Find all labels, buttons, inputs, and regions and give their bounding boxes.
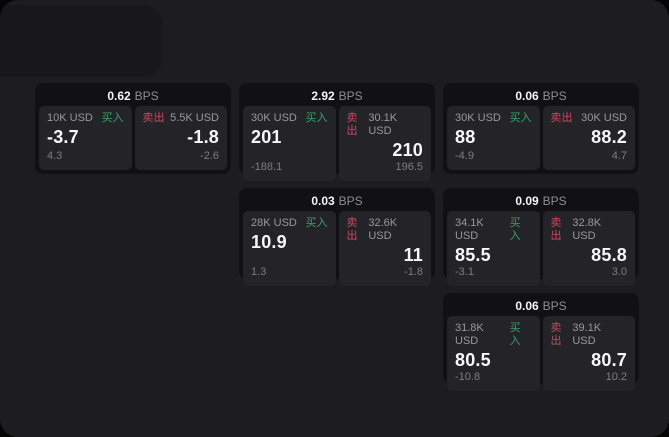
quote-card-grid: 0.62 BPS 10K USD 买入 -3.7 4.3 卖出 5.5K USD [35,83,639,391]
sell-label: 卖出 [550,322,562,347]
bps-value: 2.92 [311,89,335,103]
buy-change-value: -4.9 [455,150,474,162]
bps-unit-label: BPS [542,194,567,208]
buy-label: 买入 [101,112,124,124]
notional-amount: 39.1K USD [572,322,602,347]
bps-unit-label: BPS [134,89,159,103]
quote-card-2: 2.92 BPS 30K USD 买入 201 -188.1 卖出 30.1K … [239,83,435,181]
sell-price-value: 11 [403,245,423,265]
buy-panel[interactable]: 10K USD 买入 -3.7 4.3 [39,106,132,170]
sell-label: 卖出 [550,217,562,242]
top-left-panel [0,5,162,77]
notional-amount: 10K USD [47,112,93,124]
bps-header: 0.06 BPS [447,87,635,105]
bps-header: 0.03 BPS [243,192,431,210]
buy-label: 买入 [509,112,532,124]
notional-amount: 28K USD [251,217,297,229]
sell-panel[interactable]: 卖出 32.6K USD 11 -1.8 [338,211,431,286]
buy-change-value: -3.1 [455,266,474,278]
bps-value: 0.09 [515,194,539,208]
notional-amount: 5.5K USD [170,112,219,124]
sell-panel[interactable]: 卖出 32.8K USD 85.8 3.0 [542,211,635,286]
bps-value: 0.62 [107,89,131,103]
sell-price-value: 85.8 [591,245,627,265]
notional-amount: 32.8K USD [572,217,602,242]
bps-header: 0.62 BPS [39,87,227,105]
buy-change-value: 4.3 [47,150,63,162]
bps-header: 0.06 BPS [447,297,635,315]
quote-card-1: 0.62 BPS 10K USD 买入 -3.7 4.3 卖出 5.5K USD [35,83,231,174]
buy-price-value: 85.5 [455,245,491,265]
notional-amount: 30K USD [251,112,297,124]
buy-change-value: -10.8 [455,371,481,383]
sell-label: 卖出 [346,217,358,242]
sell-change-value: -2.6 [200,150,219,162]
buy-panel[interactable]: 30K USD 买入 201 -188.1 [243,106,336,181]
sell-price-value: 88.2 [591,127,627,147]
sell-price-value: -1.8 [187,127,219,147]
buy-change-value: -188.1 [251,161,283,173]
sell-panel[interactable]: 卖出 39.1K USD 80.7 10.2 [542,316,635,391]
sell-change-value: -1.8 [404,266,423,278]
quote-card-5: 0.09 BPS 34.1K USD 买入 85.5 -3.1 卖出 32.8K… [443,188,639,286]
sell-price-value: 80.7 [591,350,627,370]
sell-change-value: 196.5 [395,161,423,173]
notional-amount: 32.6K USD [368,217,398,242]
bps-header: 2.92 BPS [243,87,431,105]
buy-label: 买入 [509,217,521,242]
notional-amount: 31.8K USD [455,322,484,347]
buy-price-value: 10.9 [251,232,287,252]
sell-label: 卖出 [142,112,165,124]
sell-panel[interactable]: 卖出 30K USD 88.2 4.7 [542,106,635,170]
quote-card-3: 0.06 BPS 30K USD 买入 88 -4.9 卖出 30K USD [443,83,639,174]
bps-value: 0.06 [515,89,539,103]
sell-change-value: 4.7 [611,150,627,162]
buy-change-value: 1.3 [251,266,267,278]
sell-change-value: 3.0 [611,266,627,278]
sell-label: 卖出 [346,112,358,137]
notional-amount: 30.1K USD [368,112,398,137]
bps-unit-label: BPS [338,89,363,103]
sell-change-value: 10.2 [605,371,627,383]
bps-unit-label: BPS [542,89,567,103]
bps-value: 0.03 [311,194,335,208]
buy-label: 买入 [305,217,328,229]
quote-card-6: 0.06 BPS 31.8K USD 买入 80.5 -10.8 卖出 39.1… [443,293,639,391]
bps-unit-label: BPS [542,299,567,313]
sell-label: 卖出 [550,112,573,124]
buy-price-value: -3.7 [47,127,79,147]
buy-panel[interactable]: 28K USD 买入 10.9 1.3 [243,211,336,286]
bps-value: 0.06 [515,299,539,313]
buy-panel[interactable]: 31.8K USD 买入 80.5 -10.8 [447,316,540,391]
buy-label: 买入 [305,112,328,124]
bps-header: 0.09 BPS [447,192,635,210]
buy-price-value: 88 [455,127,476,147]
quote-card-4: 0.03 BPS 28K USD 买入 10.9 1.3 卖出 32.6K US… [239,188,435,286]
buy-price-value: 80.5 [455,350,491,370]
buy-panel[interactable]: 30K USD 买入 88 -4.9 [447,106,540,170]
notional-amount: 30K USD [581,112,627,124]
notional-amount: 30K USD [455,112,501,124]
sell-price-value: 210 [392,140,423,160]
bps-unit-label: BPS [338,194,363,208]
buy-label: 买入 [509,322,521,347]
sell-panel[interactable]: 卖出 30.1K USD 210 196.5 [338,106,431,181]
buy-price-value: 201 [251,127,282,147]
buy-panel[interactable]: 34.1K USD 买入 85.5 -3.1 [447,211,540,286]
notional-amount: 34.1K USD [455,217,484,242]
sell-panel[interactable]: 卖出 5.5K USD -1.8 -2.6 [134,106,227,170]
